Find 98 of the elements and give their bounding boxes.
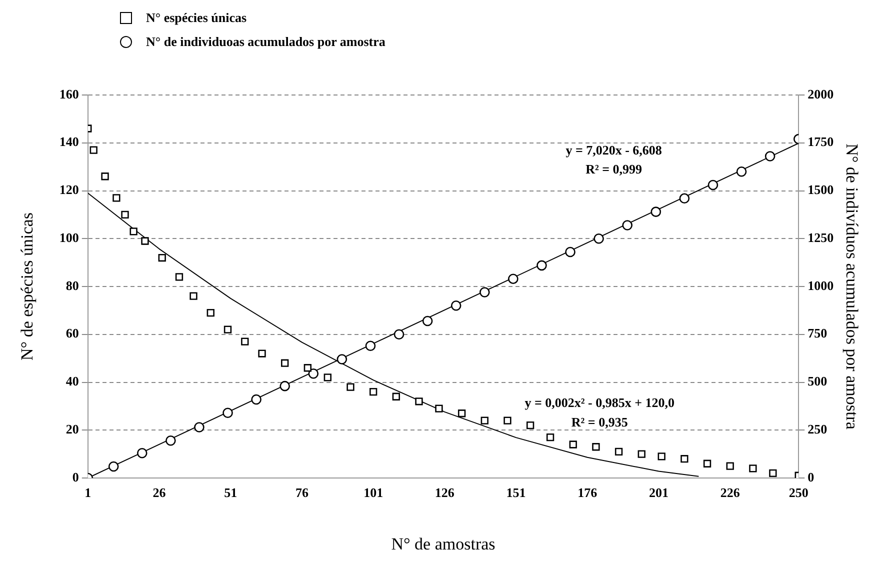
point bbox=[130, 228, 138, 236]
y-tick-label: 140 bbox=[59, 134, 79, 150]
point bbox=[526, 422, 534, 430]
point bbox=[308, 368, 319, 379]
point bbox=[450, 300, 462, 311]
y-tick-label: 100 bbox=[59, 230, 79, 245]
point bbox=[304, 364, 312, 372]
point bbox=[679, 193, 690, 204]
y2-tick-label: 1750 bbox=[808, 134, 834, 150]
y-tick-label: 60 bbox=[66, 326, 79, 341]
y-tick-label: 20 bbox=[66, 421, 79, 436]
y2-tick-label: 1250 bbox=[808, 230, 834, 245]
point bbox=[224, 326, 232, 334]
x-tick-label: 201 bbox=[648, 485, 668, 500]
point bbox=[435, 404, 443, 412]
point bbox=[504, 416, 512, 424]
annotation: y = 7,020x - 6,608 bbox=[566, 142, 662, 158]
point bbox=[622, 220, 632, 230]
x-tick-label: 101 bbox=[364, 485, 384, 500]
point bbox=[190, 292, 198, 300]
point bbox=[222, 408, 233, 418]
point bbox=[206, 309, 214, 317]
point bbox=[136, 448, 148, 458]
y2-tick-label: 2000 bbox=[808, 86, 834, 102]
point bbox=[258, 350, 266, 358]
y2-axis-title: N° de indivíduos acumulados por amostra bbox=[842, 144, 862, 430]
point bbox=[121, 210, 129, 219]
point bbox=[708, 180, 718, 190]
point bbox=[749, 464, 757, 472]
point bbox=[415, 398, 423, 406]
point bbox=[281, 359, 289, 367]
point bbox=[194, 422, 204, 432]
point bbox=[546, 433, 554, 442]
y2-tick-label: 1500 bbox=[808, 182, 834, 198]
legend-label: N° de individuoas acumulados por amostra bbox=[146, 34, 386, 50]
point bbox=[569, 440, 577, 448]
point bbox=[422, 316, 433, 326]
point bbox=[324, 374, 332, 382]
point bbox=[141, 237, 149, 245]
point bbox=[108, 461, 119, 472]
point bbox=[680, 455, 688, 463]
point bbox=[241, 338, 249, 346]
point bbox=[90, 146, 98, 154]
point bbox=[536, 260, 547, 271]
point bbox=[508, 274, 518, 284]
y-tick-label: 160 bbox=[59, 86, 79, 102]
point bbox=[480, 416, 488, 424]
point bbox=[703, 460, 712, 468]
y-tick-label: 40 bbox=[66, 374, 79, 389]
y-tick-label: 0 bbox=[72, 469, 79, 484]
point bbox=[158, 254, 166, 262]
x-tick-label: 151 bbox=[506, 485, 526, 500]
y2-tick-label: 250 bbox=[808, 421, 828, 436]
point bbox=[458, 410, 466, 418]
point bbox=[658, 452, 666, 460]
y2-tick-label: 750 bbox=[808, 326, 828, 341]
legend-label: N° espécies únicas bbox=[146, 10, 247, 26]
point bbox=[392, 392, 400, 400]
point bbox=[479, 287, 490, 298]
y2-tick-label: 1000 bbox=[808, 278, 834, 293]
point bbox=[736, 166, 747, 177]
point bbox=[764, 151, 776, 162]
point bbox=[101, 172, 109, 180]
y-axis-title: N° de espécies únicas bbox=[18, 212, 37, 360]
point bbox=[251, 394, 262, 405]
point bbox=[166, 436, 176, 446]
point bbox=[614, 448, 623, 456]
annotation: R² = 0,999 bbox=[586, 162, 643, 177]
point bbox=[565, 246, 576, 258]
annotation: R² = 0,935 bbox=[571, 414, 628, 430]
point bbox=[769, 469, 777, 478]
y2-tick-label: 500 bbox=[808, 374, 828, 389]
point bbox=[365, 340, 376, 352]
y-tick-label: 80 bbox=[66, 278, 79, 293]
point bbox=[394, 329, 404, 340]
x-tick-label: 26 bbox=[152, 485, 166, 500]
point bbox=[726, 462, 734, 470]
point bbox=[638, 450, 646, 458]
point bbox=[336, 354, 348, 364]
annotation: y = 0,002x² - 0,985x + 120,0 bbox=[524, 395, 674, 410]
x-tick-label: 76 bbox=[295, 485, 309, 500]
x-tick-label: 250 bbox=[788, 485, 808, 500]
point bbox=[280, 380, 290, 392]
point bbox=[346, 383, 354, 391]
x-tick-label: 176 bbox=[578, 485, 598, 500]
y2-tick-label: 0 bbox=[808, 469, 814, 484]
point bbox=[594, 233, 604, 244]
point bbox=[112, 194, 120, 202]
x-tick-label: 1 bbox=[84, 485, 92, 500]
x-tick-label: 51 bbox=[224, 485, 238, 500]
x-axis-title: N° de amostras bbox=[391, 534, 496, 554]
point bbox=[175, 273, 184, 281]
y-tick-label: 120 bbox=[59, 182, 79, 198]
point bbox=[369, 388, 378, 396]
point bbox=[650, 206, 662, 217]
point bbox=[592, 443, 600, 451]
x-tick-label: 126 bbox=[434, 485, 455, 500]
x-tick-label: 226 bbox=[720, 485, 740, 500]
